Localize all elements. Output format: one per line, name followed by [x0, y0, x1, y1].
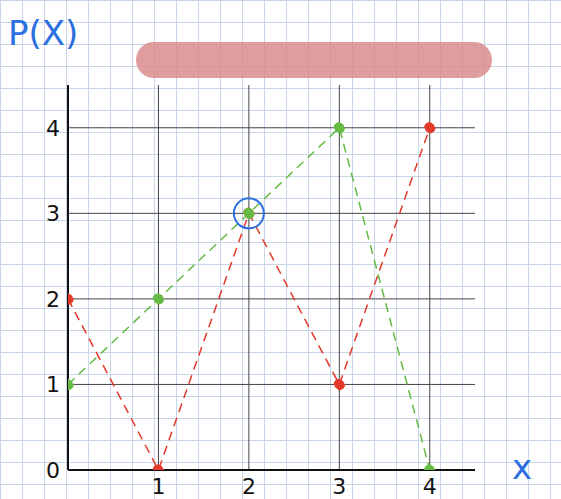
svg-text:2: 2 — [46, 287, 60, 312]
svg-text:1: 1 — [46, 372, 60, 397]
html-text:x: x — [512, 447, 533, 487]
svg-text:2: 2 — [242, 474, 256, 499]
html-text:P(X): P(X) — [8, 13, 79, 53]
svg-text:3: 3 — [46, 201, 60, 226]
svg-text:3: 3 — [332, 474, 346, 499]
svg-text:4: 4 — [423, 474, 437, 499]
svg-text:0: 0 — [46, 458, 60, 483]
svg-text:4: 4 — [46, 116, 60, 141]
svg-text:1: 1 — [151, 474, 165, 499]
